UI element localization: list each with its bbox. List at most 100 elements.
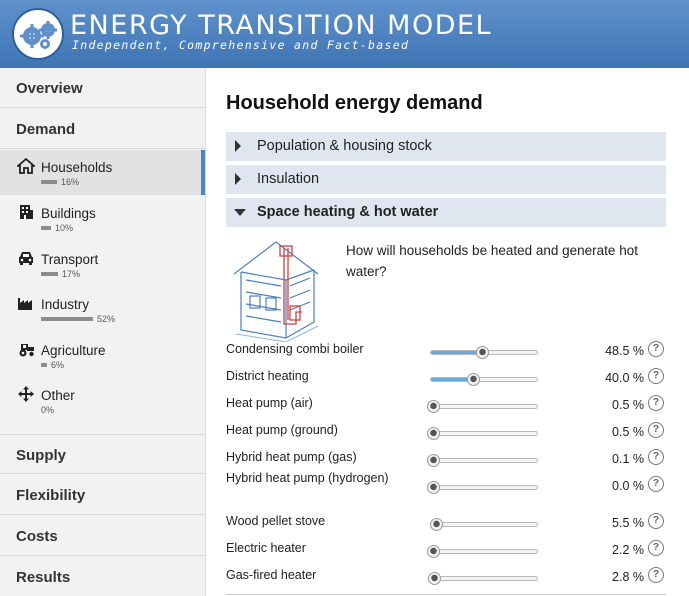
slider-label: Condensing combi boiler [226, 342, 364, 356]
tractor-icon [19, 344, 34, 357]
slider-row-hybrid-heat-pump-hydrogen: Hybrid heat pump (hydrogen) 0.0 %? [226, 471, 666, 499]
sidebar-section-demand[interactable]: Demand [0, 109, 205, 149]
help-icon[interactable]: ? [648, 368, 664, 384]
move-arrows-icon [18, 386, 34, 402]
slider-track[interactable] [430, 576, 538, 581]
share-bar [41, 363, 47, 367]
help-icon[interactable]: ? [648, 449, 664, 465]
share-percent: 10% [55, 223, 74, 233]
main-content: Household energy demand Population & hou… [206, 68, 689, 596]
share-bar [41, 180, 57, 184]
chevron-right-icon [235, 140, 241, 152]
share-percent: 0% [41, 405, 55, 415]
accordion-label: Population & housing stock [257, 138, 432, 154]
sidebar-item-label: Agriculture [41, 343, 106, 358]
sidebar-section-overview[interactable]: Overview [0, 68, 205, 108]
slider-label: Electric heater [226, 541, 306, 555]
slider-value: 48.5 % [605, 344, 644, 358]
sidebar-section-supply[interactable]: Supply [0, 434, 205, 474]
slider-label: Heat pump (air) [226, 396, 313, 410]
brand-subtitle: Independent, Comprehensive and Fact-base… [72, 38, 410, 52]
sidebar-section-results[interactable]: Results [16, 569, 71, 586]
accordion-population-housing[interactable]: Population & housing stock [226, 132, 666, 161]
slider-handle[interactable] [428, 572, 441, 585]
sidebar-section-flexibility[interactable]: Flexibility [0, 475, 205, 515]
sidebar-section-costs[interactable]: Costs [0, 516, 205, 556]
slider-handle[interactable] [476, 346, 489, 359]
question-text: How will households be heated and genera… [346, 243, 638, 279]
slider-fill [431, 351, 477, 354]
share-bar [41, 317, 93, 321]
sidebar-item-label: Households [41, 160, 113, 175]
slider-row-gas-fired-heater: Gas-fired heater 2.8 %? [226, 564, 666, 590]
slider-label: Heat pump (ground) [226, 423, 338, 437]
gears-logo-icon[interactable] [12, 8, 64, 60]
help-icon[interactable]: ? [648, 395, 664, 411]
slider-track[interactable] [430, 377, 538, 382]
slider-value: 0.5 % [612, 398, 644, 412]
sidebar-item-transport[interactable]: Transport 17% [0, 242, 205, 287]
slider-row-electric-heater: Electric heater 2.2 %? [226, 537, 666, 563]
accordion-space-heating[interactable]: Space heating & hot water [226, 198, 666, 227]
accordion-label: Insulation [257, 171, 320, 187]
help-icon[interactable]: ? [648, 513, 664, 529]
share-percent: 52% [97, 314, 116, 324]
sidebar-item-agriculture[interactable]: Agriculture 6% [0, 333, 205, 378]
slider-row-heat-pump-air: Heat pump (air) 0.5 %? [226, 392, 666, 418]
house-heating-illustration-icon [233, 241, 319, 342]
slider-handle[interactable] [427, 481, 440, 494]
sidebar: Overview Demand Households 16% Buildings… [0, 68, 206, 596]
help-icon[interactable]: ? [648, 422, 664, 438]
slider-label: Hybrid heat pump (hydrogen) [226, 471, 389, 485]
help-icon[interactable]: ? [648, 540, 664, 556]
slider-value: 5.5 % [612, 516, 644, 530]
sidebar-item-label: Transport [41, 252, 99, 267]
share-bar [41, 226, 51, 230]
slider-label: Wood pellet stove [226, 514, 326, 528]
sidebar-item-label: Buildings [41, 206, 96, 221]
share-bar [41, 272, 58, 276]
slider-track[interactable] [430, 549, 538, 554]
slider-row-district-heating: District heating 40.0 %? [226, 365, 666, 391]
slider-track[interactable] [430, 458, 538, 463]
help-icon[interactable]: ? [648, 341, 664, 357]
slider-value: 0.5 % [612, 425, 644, 439]
slider-handle[interactable] [427, 454, 440, 467]
slider-track[interactable] [430, 522, 538, 527]
slider-row-hybrid-heat-pump-gas: Hybrid heat pump (gas) 0.1 %? [226, 446, 666, 472]
slider-handle[interactable] [427, 400, 440, 413]
slider-handle[interactable] [427, 545, 440, 558]
house-icon [17, 158, 35, 174]
page-title: Household energy demand [226, 92, 483, 114]
slider-label: Hybrid heat pump (gas) [226, 450, 357, 464]
slider-row-condensing-combi-boiler: Condensing combi boiler 48.5 %? [226, 338, 666, 364]
slider-value: 0.0 % [612, 479, 644, 493]
slider-track[interactable] [430, 404, 538, 409]
divider [226, 594, 666, 595]
sidebar-item-other[interactable]: Other 0% [0, 378, 205, 423]
accordion-label: Space heating & hot water [257, 204, 439, 220]
slider-handle[interactable] [430, 518, 443, 531]
share-percent: 6% [51, 360, 65, 370]
slider-fill [431, 378, 468, 381]
slider-value: 2.2 % [612, 543, 644, 557]
sidebar-item-industry[interactable]: Industry 52% [0, 287, 205, 332]
sidebar-item-households[interactable]: Households 16% [0, 150, 205, 195]
slider-label: District heating [226, 369, 309, 383]
factory-icon [18, 298, 32, 310]
sidebar-item-buildings[interactable]: Buildings 10% [0, 196, 205, 241]
slider-track[interactable] [430, 485, 538, 490]
help-icon[interactable]: ? [648, 567, 664, 583]
slider-handle[interactable] [427, 427, 440, 440]
slider-handle[interactable] [467, 373, 480, 386]
chevron-down-icon [234, 209, 246, 216]
car-icon [19, 252, 33, 265]
building-icon [20, 205, 33, 219]
help-icon[interactable]: ? [648, 476, 664, 492]
app-header: ENERGY TRANSITION MODEL Independent, Com… [0, 0, 689, 68]
slider-value: 0.1 % [612, 452, 644, 466]
slider-row-wood-pellet-stove: Wood pellet stove 5.5 %? [226, 510, 666, 536]
sidebar-item-label: Industry [41, 297, 90, 312]
slider-track[interactable] [430, 431, 538, 436]
accordion-insulation[interactable]: Insulation [226, 165, 666, 194]
